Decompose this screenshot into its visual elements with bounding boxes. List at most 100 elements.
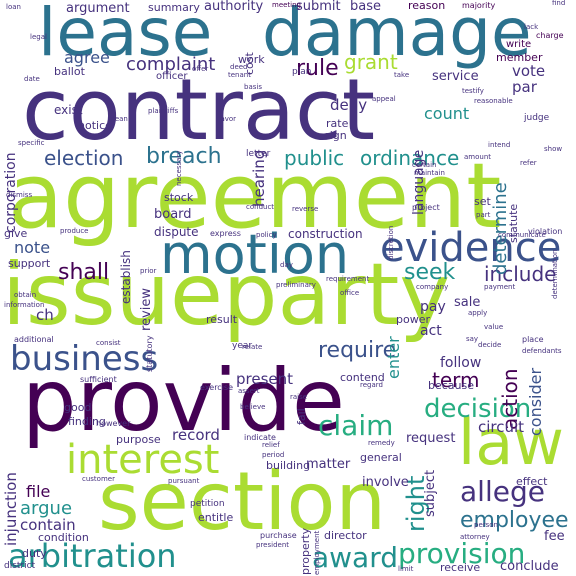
word-assert: assert (238, 387, 260, 395)
word-establish: establish (119, 250, 133, 304)
word-notice: notice (78, 119, 112, 132)
word-follow: follow (440, 355, 482, 371)
word-prior: prior (140, 267, 157, 275)
word-ordinance: ordinance (360, 146, 460, 170)
word-pay: pay (420, 299, 446, 315)
word-exist: exist (54, 103, 83, 117)
word-act: act (420, 323, 442, 339)
word-indicate: indicate (244, 433, 276, 442)
word-consider: consider (526, 367, 545, 436)
word-because: because (428, 379, 475, 392)
word-appeal: appeal (372, 95, 396, 103)
word-circuit: circuit (478, 418, 525, 436)
word-election: election (44, 146, 124, 170)
word-day: day (280, 261, 293, 269)
word-limit: limit (398, 565, 414, 573)
word-judge: judge (524, 113, 550, 123)
word-officer: officer (156, 71, 188, 82)
word-petition: petition (190, 499, 225, 509)
word-motion: motion (160, 223, 350, 286)
word-deny: deny (330, 96, 368, 114)
word-sign: sign (324, 129, 347, 142)
word-ch: ch (36, 306, 54, 324)
word-vote: vote (512, 62, 546, 80)
word-lease: lease (38, 0, 213, 71)
word-agreement: agreement (8, 144, 502, 249)
word-argue: argue (20, 498, 73, 519)
word-regard: regard (360, 381, 383, 389)
word-violation: violation (528, 227, 563, 236)
word-meeting: meeting (272, 1, 302, 9)
word-property: property (299, 527, 312, 575)
word-director: director (324, 529, 367, 542)
word-raise: raise (290, 393, 308, 401)
word-letter: letter (246, 149, 271, 159)
word-shall: shall (58, 260, 110, 285)
word-damage: damage (262, 0, 532, 71)
word-preliminary: preliminary (276, 281, 316, 289)
word-law: law (458, 406, 564, 479)
word-intend: intend (488, 141, 511, 149)
word-requirement: requirement (326, 275, 370, 283)
word-specific: specific (18, 139, 45, 147)
word-board: board (154, 207, 192, 222)
word-grant: grant (344, 50, 398, 74)
word-submit: submit (296, 0, 341, 14)
word-conduct: conduct (246, 203, 275, 211)
word-loan: loan (6, 3, 21, 11)
word-exercise: exercise (200, 383, 234, 392)
word-note: note (14, 238, 51, 257)
word-payment: payment (484, 283, 516, 291)
word-par: par (512, 78, 537, 96)
word-service: service (432, 69, 479, 84)
word-claim: claim (318, 409, 394, 442)
word-year: year (232, 341, 253, 351)
word-amount: amount (464, 153, 492, 161)
word-give: give (4, 227, 28, 240)
word-argument: argument (66, 1, 130, 16)
word-stock: stock (164, 191, 194, 204)
word-award: award (312, 541, 399, 574)
word-pursuant: pursuant (168, 477, 200, 485)
word-basis: basis (244, 83, 262, 91)
word-conclude: conclude (500, 559, 559, 574)
word-dismiss: dismiss (6, 191, 33, 199)
word-information: information (4, 301, 45, 309)
word-consist: consist (96, 339, 121, 347)
word-count: count (424, 104, 470, 123)
word-tenant: tenant (228, 71, 251, 79)
word-write: write (506, 39, 532, 50)
word-review: review (139, 288, 154, 331)
word-complaint: complaint (126, 54, 216, 75)
word-allege: allege (460, 475, 545, 508)
word-certain: certain (412, 161, 437, 169)
word-say: say (466, 335, 479, 343)
word-power: power (396, 313, 430, 326)
word-decide: decide (478, 341, 502, 349)
word-statutory: statutory (145, 335, 154, 372)
word-determination: determination (551, 249, 559, 299)
word-reverse: reverse (292, 205, 319, 213)
word-enter: enter (384, 336, 403, 379)
word-request: request (406, 431, 456, 446)
word-relief: relief (262, 441, 280, 449)
word-effect: effect (516, 475, 548, 488)
word-legal: legal (30, 33, 47, 41)
word-date: date (24, 75, 40, 83)
word-mean: mean (108, 115, 128, 123)
word-file: file (26, 482, 51, 501)
word-record: record (172, 426, 220, 444)
word-good: good (64, 401, 92, 414)
word-project: project (412, 203, 440, 212)
word-reason: reason (408, 0, 446, 12)
word-however: however (96, 419, 131, 428)
word-obtain: obtain (14, 291, 37, 299)
word-matter: matter (306, 457, 351, 472)
word-company: company (416, 283, 449, 291)
word-fee: fee (544, 529, 565, 544)
word-contend: contend (340, 371, 385, 384)
word-fail: fail (295, 408, 308, 425)
word-apply: apply (468, 309, 488, 317)
word-office: office (340, 289, 360, 297)
word-lack: lack (524, 23, 539, 31)
